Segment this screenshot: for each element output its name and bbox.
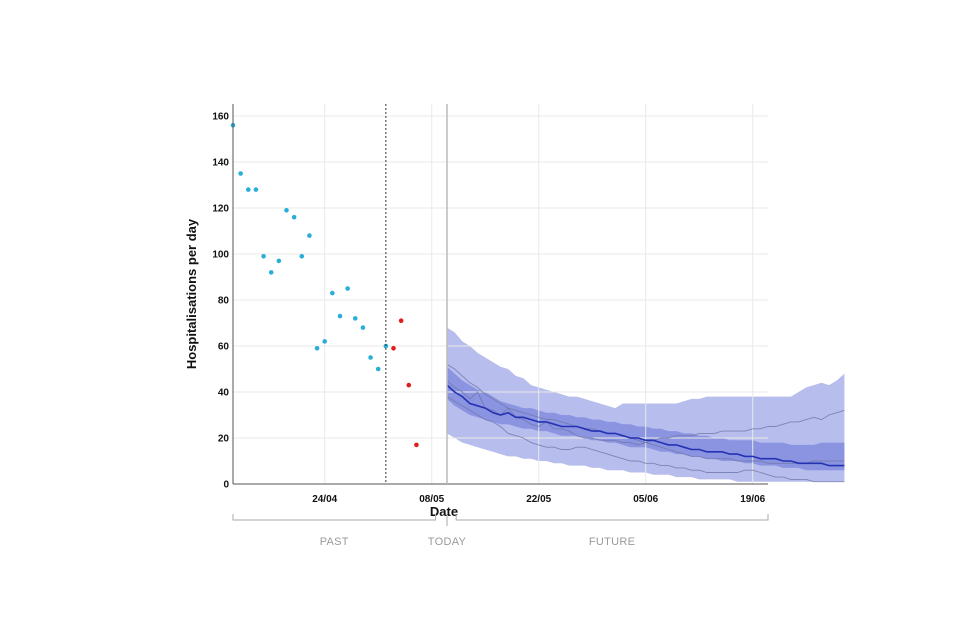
period-label-past: PAST bbox=[320, 536, 349, 548]
observed-point bbox=[368, 355, 373, 360]
observed-point bbox=[261, 253, 266, 259]
period-label-future: FUTURE bbox=[589, 536, 635, 548]
observed-point bbox=[307, 233, 312, 238]
y-tick-label: 40 bbox=[218, 388, 230, 399]
axes: 0 20 40 60 80 100 120 140 160 24/04 08/05 22/05 05/0… bbox=[212, 104, 768, 505]
observed-point bbox=[345, 286, 350, 291]
observed-point bbox=[238, 171, 243, 176]
forecast-band-50 bbox=[447, 366, 845, 471]
y-tick-label: 20 bbox=[218, 434, 230, 445]
observed-point bbox=[314, 346, 320, 351]
period-label-today: TODAY bbox=[428, 536, 467, 548]
sample-trace-line bbox=[446, 364, 845, 464]
observed-point bbox=[284, 208, 289, 213]
y-tick-label: 140 bbox=[212, 158, 229, 169]
x-tick-label: 22/05 bbox=[526, 494, 551, 505]
period-brackets: PAST TODAY FUTURE bbox=[232, 514, 769, 548]
x-axis-label: Date bbox=[430, 504, 458, 519]
forecast-sample-traces bbox=[446, 364, 845, 483]
y-tick-label: 0 bbox=[223, 480, 229, 491]
x-tick-label: 24/04 bbox=[312, 494, 337, 505]
gridlines bbox=[233, 104, 768, 484]
observed-point bbox=[330, 290, 335, 296]
observed-point bbox=[253, 187, 259, 192]
axis-labels: Hospitalisations per day Date bbox=[184, 218, 458, 519]
observed-point bbox=[352, 316, 358, 321]
period-bracket bbox=[455, 514, 769, 521]
x-tick-label: 08/05 bbox=[419, 494, 444, 505]
x-tick-label: 19/06 bbox=[740, 494, 765, 505]
observed-point bbox=[276, 258, 282, 264]
y-tick-label: 60 bbox=[218, 342, 230, 353]
y-axis-label: Hospitalisations per day bbox=[184, 218, 199, 369]
observed-point bbox=[322, 339, 328, 344]
observed-point bbox=[245, 187, 251, 192]
forecast-median bbox=[446, 384, 845, 467]
observed-point bbox=[291, 214, 297, 220]
sample-trace-line bbox=[446, 396, 845, 483]
observed-later-point bbox=[414, 442, 419, 448]
y-tick-label: 160 bbox=[212, 112, 229, 123]
period-bracket bbox=[232, 514, 437, 521]
y-tick-label: 100 bbox=[212, 250, 229, 261]
observed-point bbox=[375, 366, 381, 372]
observed-point bbox=[299, 253, 305, 259]
y-tick-label: 120 bbox=[212, 204, 229, 215]
x-tick-label: 05/06 bbox=[633, 494, 658, 505]
median-line bbox=[446, 384, 845, 467]
observed-later-point bbox=[391, 346, 396, 351]
y-tick-label: 80 bbox=[218, 296, 230, 307]
observed-points bbox=[230, 122, 419, 448]
observed-later-point bbox=[398, 318, 404, 324]
observed-point bbox=[337, 313, 343, 319]
observed-point bbox=[360, 325, 366, 330]
observed-point bbox=[268, 270, 274, 275]
observed-later-point bbox=[406, 382, 412, 388]
